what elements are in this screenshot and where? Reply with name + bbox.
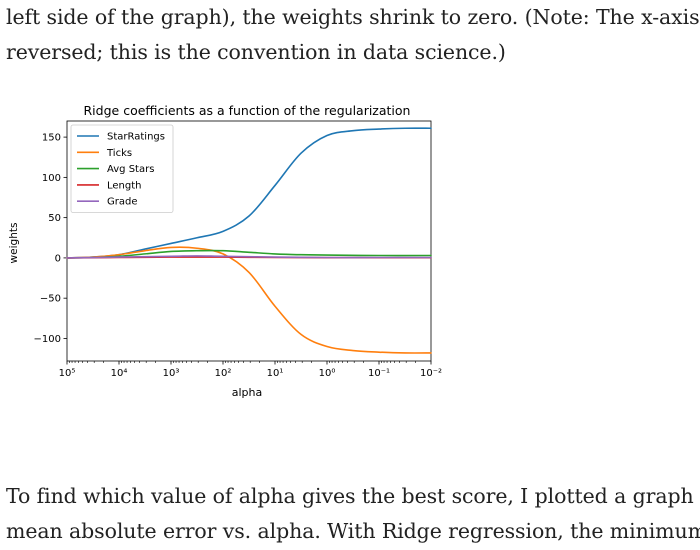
y-tick-label: −50	[40, 294, 61, 305]
chart-svg: Ridge coefficients as a function of the …	[8, 103, 442, 399]
legend-label: Grade	[107, 197, 138, 208]
y-tick-label: 0	[55, 253, 61, 264]
x-tick-label: 10³	[163, 368, 180, 379]
x-tick-label: 10⁻²	[420, 368, 442, 379]
y-tick-label: 50	[48, 213, 61, 224]
y-tick-label: −100	[34, 334, 61, 345]
bottom-paragraph: To find which value of alpha gives the b…	[6, 479, 700, 549]
y-tick-label: 100	[42, 173, 61, 184]
series-line-ticks	[66, 246, 432, 354]
y-tick-label: 150	[42, 133, 61, 144]
series-line-grade	[66, 255, 432, 259]
legend-label: StarRatings	[107, 132, 165, 143]
x-tick-label: 10¹	[267, 368, 284, 379]
legend-box	[70, 124, 174, 213]
x-tick-label: 10²	[215, 368, 232, 379]
x-tick-label: 10⁰	[319, 368, 336, 379]
paragraph-line: left side of the graph), the weights shr…	[6, 5, 700, 29]
legend-label: Length	[107, 180, 142, 191]
chart-title: Ridge coefficients as a function of the …	[84, 103, 411, 118]
x-tick-label: 10⁻¹	[368, 368, 390, 379]
legend-label: Ticks	[106, 148, 132, 159]
series-line-avg-stars	[66, 249, 432, 259]
plot-frame	[66, 120, 432, 362]
x-tick-label: 10⁵	[59, 368, 76, 379]
legend-label: Avg Stars	[107, 164, 154, 175]
ridge-coefficients-chart: Ridge coefficients as a function of the …	[0, 96, 445, 406]
x-tick-label: 10⁴	[111, 368, 128, 379]
paragraph-line: mean absolute error vs. alpha. With Ridg…	[6, 519, 700, 543]
paragraph-line: To find which value of alpha gives the b…	[6, 484, 700, 508]
paragraph-line: reversed; this is the convention in data…	[6, 40, 506, 64]
x-axis-label: alpha	[232, 386, 263, 399]
y-axis-label: weights	[8, 223, 20, 264]
top-paragraph: left side of the graph), the weights shr…	[6, 0, 700, 70]
